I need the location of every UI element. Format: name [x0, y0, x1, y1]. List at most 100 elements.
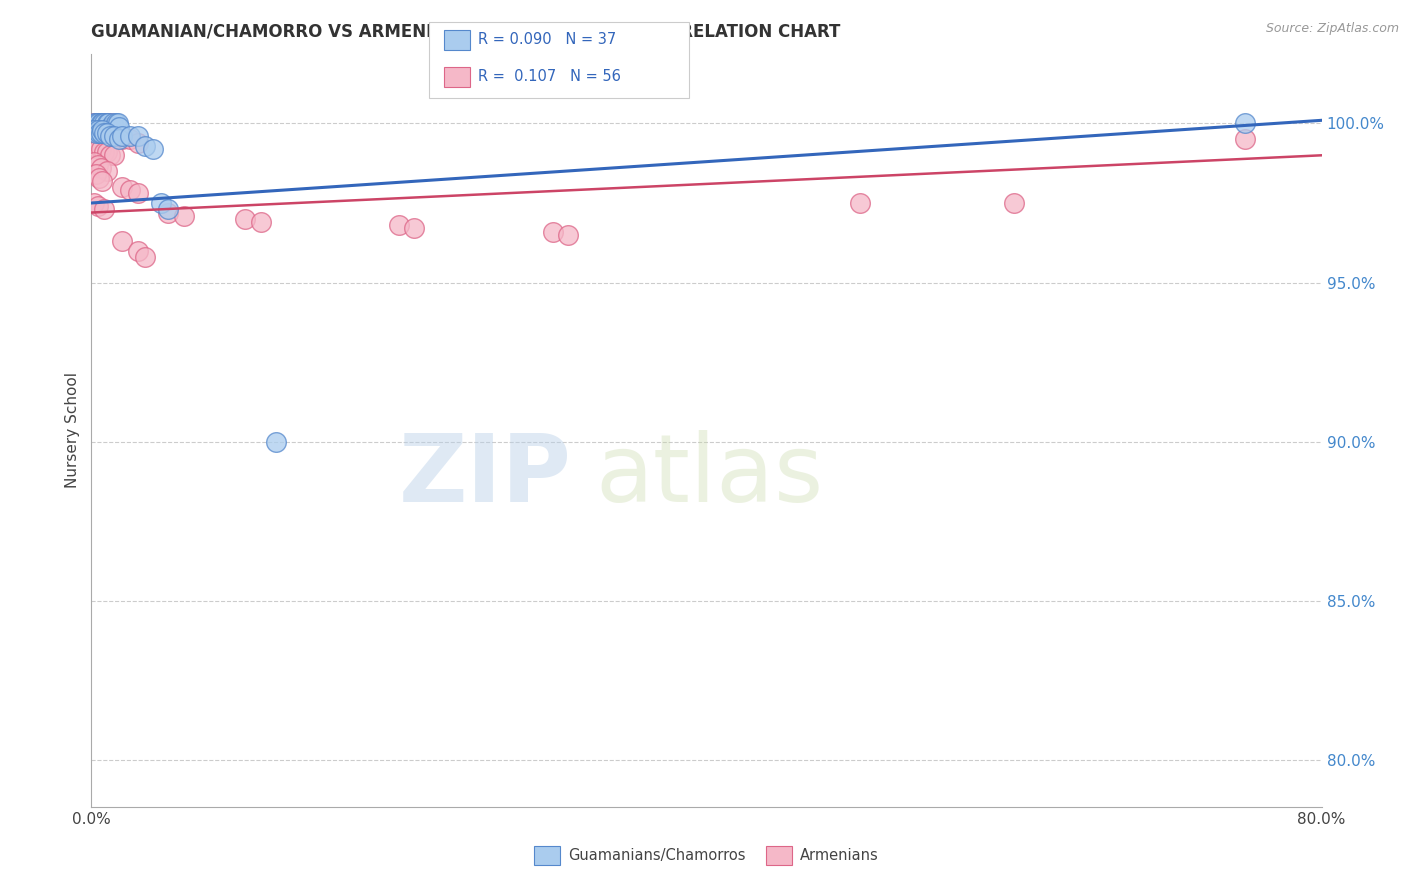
Point	[93, 145, 115, 160]
Point	[118, 132, 141, 146]
Point	[83, 138, 105, 153]
Point	[849, 196, 872, 211]
Point	[91, 120, 114, 134]
Point	[96, 116, 118, 130]
Point	[103, 120, 125, 134]
Point	[93, 120, 115, 134]
Point	[86, 199, 108, 213]
Point	[149, 196, 172, 211]
Text: ZIP: ZIP	[398, 430, 571, 522]
Point	[86, 116, 108, 130]
Point	[108, 120, 131, 134]
Point	[157, 205, 180, 219]
Point	[86, 123, 108, 137]
Text: Armenians: Armenians	[800, 848, 879, 863]
Point	[83, 196, 105, 211]
Y-axis label: Nursery School: Nursery School	[65, 372, 80, 489]
Point	[83, 123, 105, 137]
Point	[557, 227, 579, 242]
Point	[249, 215, 271, 229]
Point	[101, 116, 124, 130]
Point	[94, 120, 117, 134]
Point	[111, 129, 134, 144]
Point	[84, 116, 107, 130]
Point	[173, 209, 195, 223]
Point	[83, 154, 105, 169]
Point	[100, 120, 122, 134]
Point	[142, 142, 165, 156]
Point	[97, 120, 120, 134]
Point	[87, 126, 110, 140]
Point	[107, 116, 129, 130]
Point	[84, 167, 107, 181]
Point	[98, 129, 121, 144]
Point	[111, 132, 134, 146]
Point	[96, 126, 118, 140]
Point	[103, 129, 125, 144]
Point	[87, 120, 110, 134]
Point	[84, 116, 107, 130]
Point	[98, 148, 121, 162]
Point	[96, 164, 118, 178]
Point	[86, 142, 108, 156]
Point	[1233, 132, 1256, 146]
Point	[127, 129, 149, 144]
Point	[103, 148, 125, 162]
Point	[84, 126, 107, 140]
Point	[96, 126, 118, 140]
Point	[1002, 196, 1025, 211]
Point	[87, 170, 110, 185]
Point	[84, 126, 107, 140]
Text: Guamanians/Chamorros: Guamanians/Chamorros	[568, 848, 745, 863]
Point	[541, 225, 564, 239]
Point	[90, 142, 112, 156]
Point	[264, 434, 287, 449]
Point	[157, 202, 180, 217]
Text: R =  0.107   N = 56: R = 0.107 N = 56	[478, 70, 621, 84]
Point	[100, 123, 122, 137]
Point	[93, 126, 115, 140]
Point	[98, 120, 121, 134]
Text: R = 0.090   N = 37: R = 0.090 N = 37	[478, 32, 616, 47]
Text: GUAMANIAN/CHAMORRO VS ARMENIAN NURSERY SCHOOL CORRELATION CHART: GUAMANIAN/CHAMORRO VS ARMENIAN NURSERY S…	[91, 22, 841, 40]
Point	[93, 202, 115, 217]
Point	[134, 138, 156, 153]
Point	[98, 116, 121, 130]
Point	[97, 116, 120, 130]
Point	[127, 136, 149, 150]
Point	[108, 132, 131, 146]
Point	[83, 123, 105, 137]
Point	[96, 116, 118, 130]
Point	[91, 126, 114, 140]
Point	[118, 129, 141, 144]
Text: Source: ZipAtlas.com: Source: ZipAtlas.com	[1265, 22, 1399, 36]
Point	[91, 174, 114, 188]
Point	[86, 158, 108, 172]
Point	[111, 180, 134, 194]
Point	[86, 116, 108, 130]
Point	[91, 116, 114, 130]
Point	[111, 234, 134, 248]
Point	[83, 116, 105, 130]
Text: atlas: atlas	[596, 430, 824, 522]
Point	[93, 116, 115, 130]
Point	[108, 129, 131, 144]
Point	[127, 186, 149, 201]
Point	[87, 126, 110, 140]
Point	[127, 244, 149, 258]
Point	[96, 145, 118, 160]
Point	[90, 116, 112, 130]
Point	[404, 221, 426, 235]
Point	[91, 123, 114, 137]
Point	[1233, 116, 1256, 130]
Point	[103, 129, 125, 144]
Point	[134, 250, 156, 264]
Point	[233, 211, 256, 226]
Point	[94, 116, 117, 130]
Point	[87, 120, 110, 134]
Point	[105, 116, 127, 130]
Point	[83, 116, 105, 130]
Point	[90, 116, 112, 130]
Point	[90, 161, 112, 175]
Point	[118, 183, 141, 197]
